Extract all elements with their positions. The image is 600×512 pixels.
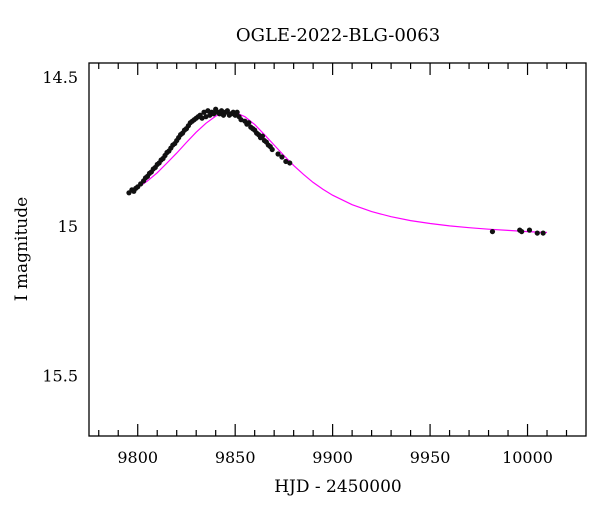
- data-point: [269, 146, 275, 153]
- data-point: [526, 227, 533, 233]
- data-point: [540, 230, 546, 236]
- x-tick-label: 9900: [312, 448, 353, 467]
- data-point: [519, 228, 525, 235]
- y-tick-label: 14.5: [42, 68, 78, 87]
- data-point: [224, 108, 230, 114]
- data-point: [534, 230, 540, 236]
- x-tick-label: 9950: [410, 448, 451, 467]
- x-tick-label: 10000: [502, 448, 553, 467]
- y-axis-label: I magnitude: [12, 197, 32, 301]
- x-axis-label: HJD - 2450000: [274, 477, 402, 497]
- data-point: [246, 120, 252, 126]
- data-point: [205, 108, 211, 114]
- data-point: [275, 151, 281, 157]
- data-point: [283, 158, 289, 165]
- data-points: [126, 106, 546, 236]
- x-tick-label: 9850: [215, 448, 256, 467]
- data-point: [234, 109, 240, 115]
- data-point: [279, 154, 285, 160]
- data-point: [201, 109, 207, 115]
- axis-ticks: [98, 63, 568, 436]
- data-point: [287, 160, 293, 166]
- chart-title: OGLE-2022-BLG-0063: [236, 25, 440, 46]
- data-point: [211, 111, 217, 117]
- data-point: [238, 117, 244, 123]
- plot-frame: [88, 62, 587, 437]
- data-point: [199, 115, 205, 121]
- data-point: [203, 114, 209, 120]
- y-tick-label: 15: [58, 217, 78, 236]
- x-tick-label: 9800: [117, 448, 158, 467]
- y-tick-label: 15.5: [42, 366, 78, 385]
- data-point: [489, 228, 496, 235]
- data-point: [259, 133, 266, 139]
- model-curve: [127, 111, 548, 234]
- axis-tick-labels: 9800 9850 9900 9950 10000 14.5 15 15.5: [42, 68, 553, 467]
- data-point: [218, 108, 225, 114]
